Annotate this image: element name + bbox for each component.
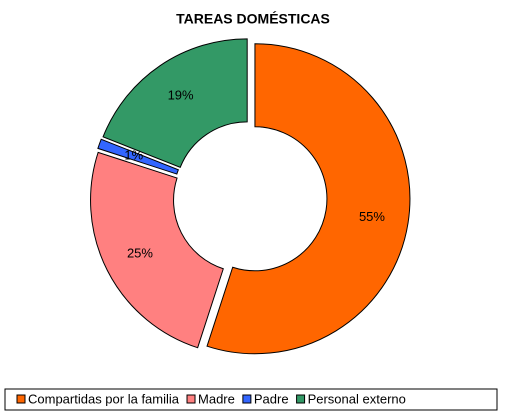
donut-segment [102,38,248,169]
chart-title: TAREAS DOMÉSTICAS [176,11,330,27]
data-label: 55% [359,209,385,224]
legend-swatch [242,394,252,404]
data-label: 25% [127,246,153,261]
donut-segment [97,138,180,175]
donut-segment [206,43,411,355]
legend-label: Madre [198,391,235,406]
donut-segment [90,151,224,349]
legend-swatch [16,394,26,404]
data-label: 19% [168,87,194,102]
legend-label: Compartidas por la familia [28,391,180,406]
legend-swatch [186,394,196,404]
legend-swatch [296,394,306,404]
legend-label: Padre [254,391,289,406]
legend-label: Personal externo [308,391,406,406]
